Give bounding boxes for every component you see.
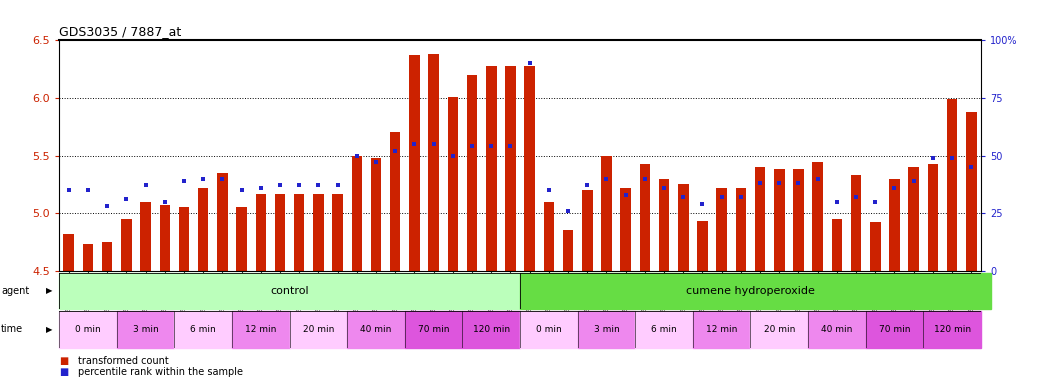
Bar: [750, 311, 808, 348]
Text: 0 min: 0 min: [536, 325, 562, 334]
Text: ▶: ▶: [46, 286, 52, 295]
Text: 12 min: 12 min: [245, 325, 276, 334]
Bar: [160, 205, 170, 271]
Bar: [639, 164, 650, 271]
Text: 3 min: 3 min: [133, 325, 159, 334]
Bar: [140, 202, 151, 271]
Text: 20 min: 20 min: [764, 325, 795, 334]
Text: 40 min: 40 min: [821, 325, 852, 334]
Text: percentile rank within the sample: percentile rank within the sample: [78, 367, 243, 377]
Bar: [659, 179, 670, 271]
Bar: [601, 156, 611, 271]
Bar: [678, 184, 688, 271]
Bar: [217, 173, 227, 271]
Bar: [198, 188, 209, 271]
Bar: [866, 311, 924, 348]
Bar: [290, 311, 347, 348]
Bar: [520, 273, 990, 309]
Text: GDS3035 / 7887_at: GDS3035 / 7887_at: [59, 25, 182, 38]
Bar: [544, 202, 554, 271]
Bar: [520, 311, 577, 348]
Bar: [698, 221, 708, 271]
Bar: [63, 234, 74, 271]
Bar: [102, 242, 112, 271]
Bar: [813, 162, 823, 271]
Bar: [405, 311, 462, 348]
Bar: [621, 188, 631, 271]
Bar: [409, 55, 419, 271]
Text: 12 min: 12 min: [706, 325, 737, 334]
Text: 3 min: 3 min: [594, 325, 620, 334]
Bar: [255, 194, 266, 271]
Bar: [371, 158, 381, 271]
Bar: [908, 167, 919, 271]
Bar: [174, 311, 231, 348]
Bar: [506, 66, 516, 271]
Bar: [347, 311, 405, 348]
Bar: [755, 167, 765, 271]
Text: agent: agent: [1, 286, 29, 296]
Bar: [467, 75, 477, 271]
Text: 0 min: 0 min: [75, 325, 101, 334]
Bar: [231, 311, 290, 348]
Bar: [923, 311, 981, 348]
Bar: [692, 311, 750, 348]
Bar: [928, 164, 938, 271]
Bar: [635, 311, 693, 348]
Text: 120 min: 120 min: [933, 325, 971, 334]
Bar: [59, 311, 116, 348]
Bar: [736, 188, 746, 271]
Bar: [237, 207, 247, 271]
Bar: [890, 179, 900, 271]
Bar: [313, 194, 324, 271]
Bar: [390, 132, 401, 271]
Bar: [582, 190, 593, 271]
Bar: [774, 169, 785, 271]
Text: transformed count: transformed count: [78, 356, 168, 366]
Bar: [808, 311, 866, 348]
Text: control: control: [270, 286, 309, 296]
Bar: [486, 66, 496, 271]
Bar: [294, 194, 304, 271]
Bar: [462, 311, 520, 348]
Bar: [352, 156, 362, 271]
Bar: [870, 222, 880, 271]
Bar: [59, 273, 520, 309]
Text: 70 min: 70 min: [879, 325, 910, 334]
Text: ▶: ▶: [46, 325, 52, 334]
Text: 6 min: 6 min: [651, 325, 677, 334]
Text: 6 min: 6 min: [190, 325, 216, 334]
Text: time: time: [1, 324, 23, 334]
Bar: [332, 194, 343, 271]
Bar: [577, 311, 635, 348]
Text: 70 min: 70 min: [418, 325, 449, 334]
Bar: [966, 112, 977, 271]
Text: 40 min: 40 min: [360, 325, 391, 334]
Bar: [121, 219, 132, 271]
Text: 20 min: 20 min: [303, 325, 334, 334]
Bar: [716, 188, 727, 271]
Bar: [179, 207, 189, 271]
Bar: [116, 311, 174, 348]
Bar: [851, 175, 862, 271]
Bar: [83, 244, 93, 271]
Bar: [429, 54, 439, 271]
Bar: [793, 169, 803, 271]
Text: 120 min: 120 min: [472, 325, 510, 334]
Bar: [447, 97, 458, 271]
Bar: [947, 99, 957, 271]
Text: ■: ■: [59, 367, 69, 377]
Bar: [831, 219, 842, 271]
Bar: [563, 230, 573, 271]
Bar: [275, 194, 285, 271]
Bar: [524, 66, 535, 271]
Text: ■: ■: [59, 356, 69, 366]
Text: cumene hydroperoxide: cumene hydroperoxide: [686, 286, 815, 296]
